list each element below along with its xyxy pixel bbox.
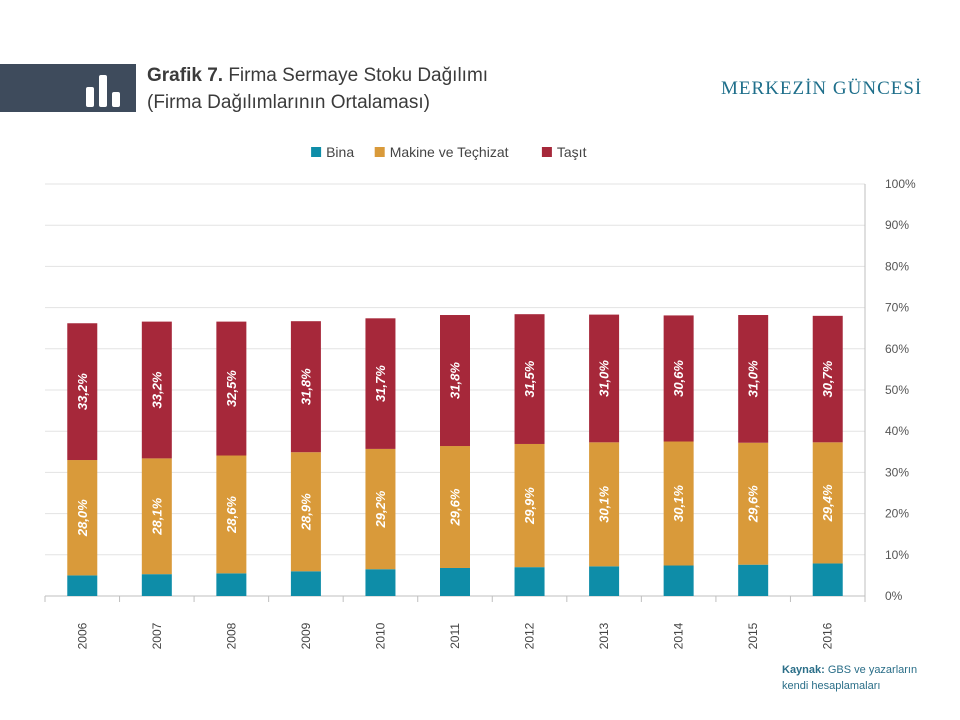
source-label: Kaynak: (782, 664, 825, 676)
data-label: 33,2% (75, 373, 90, 410)
x-tick-label: 2014 (672, 622, 686, 649)
bar-bina-2011 (440, 567, 470, 596)
source-note: Kaynak: GBS ve yazarların kendi hesaplam… (782, 662, 917, 694)
x-tick-label: 2010 (373, 622, 387, 649)
bar-bina-2006 (67, 575, 98, 596)
bar-ta-t-2007 (141, 321, 172, 459)
data-label: 33,2% (149, 371, 164, 408)
data-label: 30,6% (671, 360, 686, 397)
bar-bina-2009 (290, 571, 321, 596)
bar-bina-2008 (216, 573, 247, 596)
bar-bina-2012 (514, 567, 545, 596)
data-label: 28,9% (298, 493, 313, 531)
data-label: 29,6% (448, 488, 463, 526)
data-label: 29,2% (373, 490, 388, 528)
legend-swatch (541, 147, 552, 157)
bar-ta-t-2009 (290, 321, 321, 453)
data-label: 29,6% (746, 485, 761, 523)
y-tick-label: 50% (885, 383, 909, 397)
y-tick-label: 20% (885, 507, 909, 521)
data-label: 31,8% (448, 362, 463, 399)
y-tick-label: 40% (885, 424, 909, 438)
data-label: 28,1% (149, 497, 164, 535)
legend-swatch (311, 147, 322, 157)
y-tick-label: 70% (885, 301, 909, 315)
data-label: 29,9% (522, 487, 537, 525)
bar-ta-t-2006 (67, 323, 98, 461)
bar-bina-2010 (365, 569, 396, 596)
title-bold: Grafik 7. (147, 65, 224, 86)
legend-label: Makine ve Teçhizat (390, 144, 509, 160)
legend-label: Bina (326, 144, 354, 160)
x-tick-label: 2007 (150, 622, 164, 649)
y-tick-label: 90% (885, 218, 909, 232)
y-tick-label: 80% (885, 259, 909, 273)
bar-ta-t-2015 (738, 315, 769, 443)
data-label: 28,6% (224, 496, 239, 534)
x-tick-label: 2013 (597, 622, 611, 649)
bar-bina-2016 (812, 563, 843, 596)
bar-bina-2014 (663, 565, 694, 596)
data-label: 29,4% (820, 484, 835, 522)
data-label: 31,0% (597, 360, 612, 397)
bar-makine-ve-te-hizat-2009 (290, 452, 321, 572)
bar-makine-ve-te-hizat-2008 (216, 455, 247, 574)
bar-bina-2015 (738, 564, 769, 596)
x-tick-label: 2009 (299, 622, 313, 649)
legend-swatch (374, 147, 385, 157)
bar-ta-t-2010 (365, 318, 396, 449)
data-label: 28,0% (75, 499, 90, 537)
data-label: 30,1% (671, 485, 686, 522)
data-label: 31,0% (746, 360, 761, 397)
bar-makine-ve-te-hizat-2012 (514, 443, 545, 568)
bar-makine-ve-te-hizat-2011 (440, 446, 470, 568)
bar-bina-2013 (589, 566, 620, 596)
x-tick-label: 2011 (448, 623, 462, 649)
bar-makine-ve-te-hizat-2006 (67, 460, 98, 576)
bar-ta-t-2012 (514, 314, 545, 444)
x-tick-label: 2008 (224, 622, 238, 649)
brand-logo-text: MERKEZİN GÜNCESİ (721, 78, 923, 99)
y-tick-label: 60% (885, 342, 909, 356)
x-tick-label: 2015 (746, 622, 760, 649)
y-tick-label: 10% (885, 548, 909, 562)
source-text-2: kendi hesaplamaları (782, 680, 881, 692)
x-tick-label: 2016 (821, 622, 835, 649)
y-tick-label: 0% (885, 589, 903, 603)
x-tick-label: 2012 (523, 622, 537, 649)
legend-label: Taşıt (557, 144, 587, 160)
data-label: 31,7% (373, 365, 388, 402)
bar-ta-t-2014 (663, 315, 694, 442)
bar-bina-2007 (141, 574, 172, 596)
source-text-1: GBS ve yazarların (824, 664, 918, 676)
data-label: 32,5% (224, 370, 239, 407)
bar-ta-t-2008 (216, 321, 247, 456)
y-tick-label: 100% (885, 177, 916, 191)
title-rest: Firma Sermaye Stoku Dağılımı (223, 65, 489, 86)
bar-chart-icon (86, 75, 120, 107)
bar-makine-ve-te-hizat-2013 (589, 442, 620, 567)
bar-ta-t-2016 (812, 315, 843, 443)
data-label: 30,1% (597, 485, 612, 522)
x-tick-label: 2006 (75, 622, 89, 649)
bar-ta-t-2013 (589, 314, 620, 443)
bar-makine-ve-te-hizat-2014 (663, 441, 694, 566)
bar-makine-ve-te-hizat-2015 (738, 442, 769, 565)
bar-makine-ve-te-hizat-2016 (812, 442, 843, 564)
bar-makine-ve-te-hizat-2007 (141, 458, 172, 575)
bar-makine-ve-te-hizat-2010 (365, 448, 396, 570)
y-tick-label: 30% (885, 465, 909, 479)
data-label: 31,8% (298, 368, 313, 405)
bar-ta-t-2011 (440, 315, 470, 447)
data-label: 30,7% (820, 360, 835, 397)
data-label: 31,5% (522, 360, 537, 397)
chart-title: Grafik 7. Firma Sermaye Stoku Dağılımı (… (147, 62, 488, 116)
title-subtitle: (Firma Dağılımlarının Ortalaması) (147, 92, 430, 113)
